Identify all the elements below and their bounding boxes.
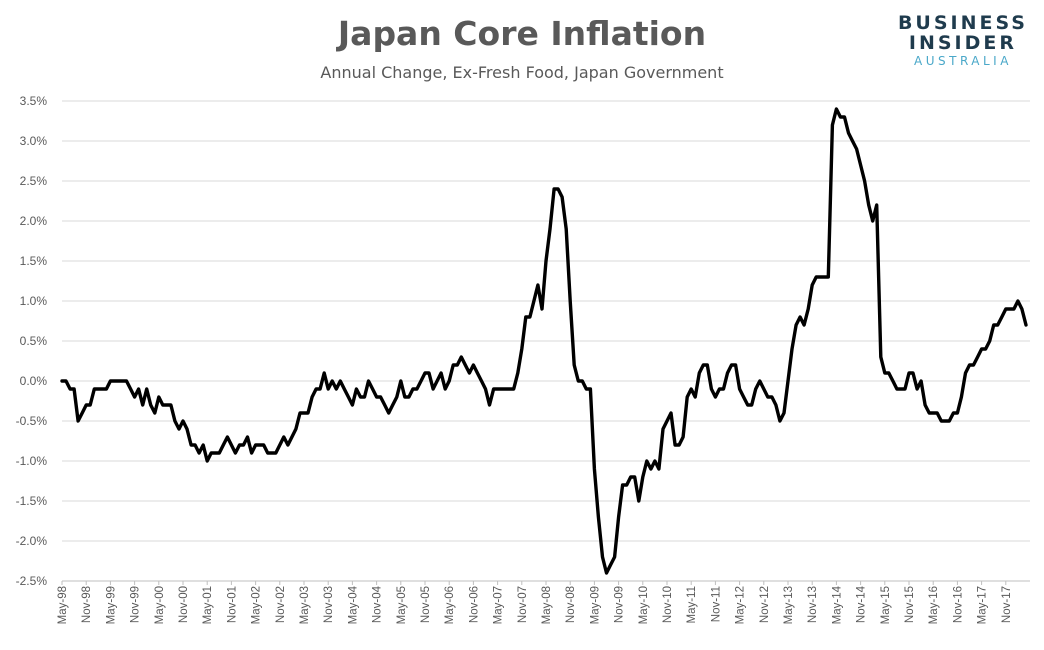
x-tick-label: May-15: [880, 586, 892, 624]
y-tick-label: 3.5%: [20, 94, 48, 108]
brand-line-2: INSIDER: [908, 32, 1018, 54]
x-tick-label: Nov-10: [662, 586, 674, 623]
x-tick-label: Nov-00: [178, 586, 190, 623]
gridlines: [62, 100, 1030, 582]
y-axis-ticks: -2.5% -2.0% -1.5% -1.0% -0.5% 0.0% 0.5% 1.0% 1.5…: [16, 94, 48, 588]
y-tick-label: -1.5%: [16, 494, 48, 508]
chart-subtitle: Annual Change, Ex-Fresh Food, Japan Gove…: [320, 63, 724, 82]
x-tick-label: May-00: [154, 586, 166, 624]
x-tick-label: Nov-14: [856, 585, 868, 623]
y-tick-label: 2.0%: [20, 214, 48, 228]
x-tick-label: Nov-03: [323, 586, 335, 623]
y-tick-label: 3.0%: [20, 134, 48, 148]
brand-line-3: AUSTRALIA: [914, 54, 1012, 68]
brand-logo: BUSINESS INSIDER AUSTRALIA: [897, 12, 1028, 68]
x-tick-label: Nov-05: [420, 586, 432, 623]
x-tick-label: Nov-98: [81, 586, 93, 623]
y-tick-label: -2.0%: [16, 534, 48, 548]
series-line: [60, 107, 1028, 575]
x-tick-label: Nov-01: [226, 586, 238, 623]
x-tick-label: May-08: [541, 586, 553, 624]
x-tick-label: Nov-13: [807, 586, 819, 623]
x-tick-label: May-14: [831, 585, 843, 624]
x-tick-label: May-01: [202, 586, 214, 624]
x-tick-label: May-98: [57, 586, 69, 624]
x-tick-label: May-11: [686, 586, 698, 624]
x-tick-label: May-09: [589, 586, 601, 624]
y-tick-label: 0.0%: [20, 374, 48, 388]
x-axis-ticks: May-98 Nov-98 May-99 Nov-99 May-00 Nov-00 May-…: [57, 581, 1013, 624]
y-tick-label: 2.5%: [20, 174, 48, 188]
chart-title: Japan Core Inflation: [337, 14, 707, 53]
x-tick-label: Nov-99: [130, 586, 142, 623]
x-tick-label: Nov-16: [952, 586, 964, 623]
x-tick-label: Nov-06: [468, 586, 480, 623]
x-tick-label: May-06: [444, 586, 456, 624]
x-tick-label: Nov-07: [517, 586, 529, 623]
x-tick-label: May-12: [735, 586, 747, 624]
x-tick-label: Nov-11: [710, 586, 722, 622]
x-tick-label: Nov-12: [759, 586, 771, 623]
x-tick-label: May-02: [251, 586, 263, 624]
brand-line-1: BUSINESS: [897, 12, 1028, 34]
x-tick-label: May-07: [493, 586, 505, 624]
y-tick-label: -0.5%: [16, 414, 48, 428]
x-tick-label: Nov-09: [614, 586, 626, 623]
x-tick-label: May-17: [977, 586, 989, 624]
x-tick-label: Nov-04: [372, 585, 384, 623]
y-tick-label: -2.5%: [16, 574, 48, 588]
y-tick-label: -1.0%: [16, 454, 48, 468]
x-tick-label: Nov-08: [565, 586, 577, 623]
x-tick-label: Nov-15: [904, 586, 916, 623]
x-tick-label: May-16: [928, 586, 940, 624]
x-tick-label: May-05: [396, 586, 408, 624]
x-tick-label: Nov-02: [275, 586, 287, 623]
y-tick-label: 1.5%: [20, 254, 48, 268]
x-tick-label: May-13: [783, 586, 795, 624]
y-tick-label: 1.0%: [20, 294, 48, 308]
x-tick-label: May-04: [347, 585, 359, 624]
x-tick-label: May-99: [105, 586, 117, 624]
x-tick-label: May-03: [299, 586, 311, 624]
x-tick-label: May-10: [638, 586, 650, 624]
y-tick-label: 0.5%: [20, 334, 48, 348]
x-tick-label: Nov-17: [1001, 586, 1013, 623]
